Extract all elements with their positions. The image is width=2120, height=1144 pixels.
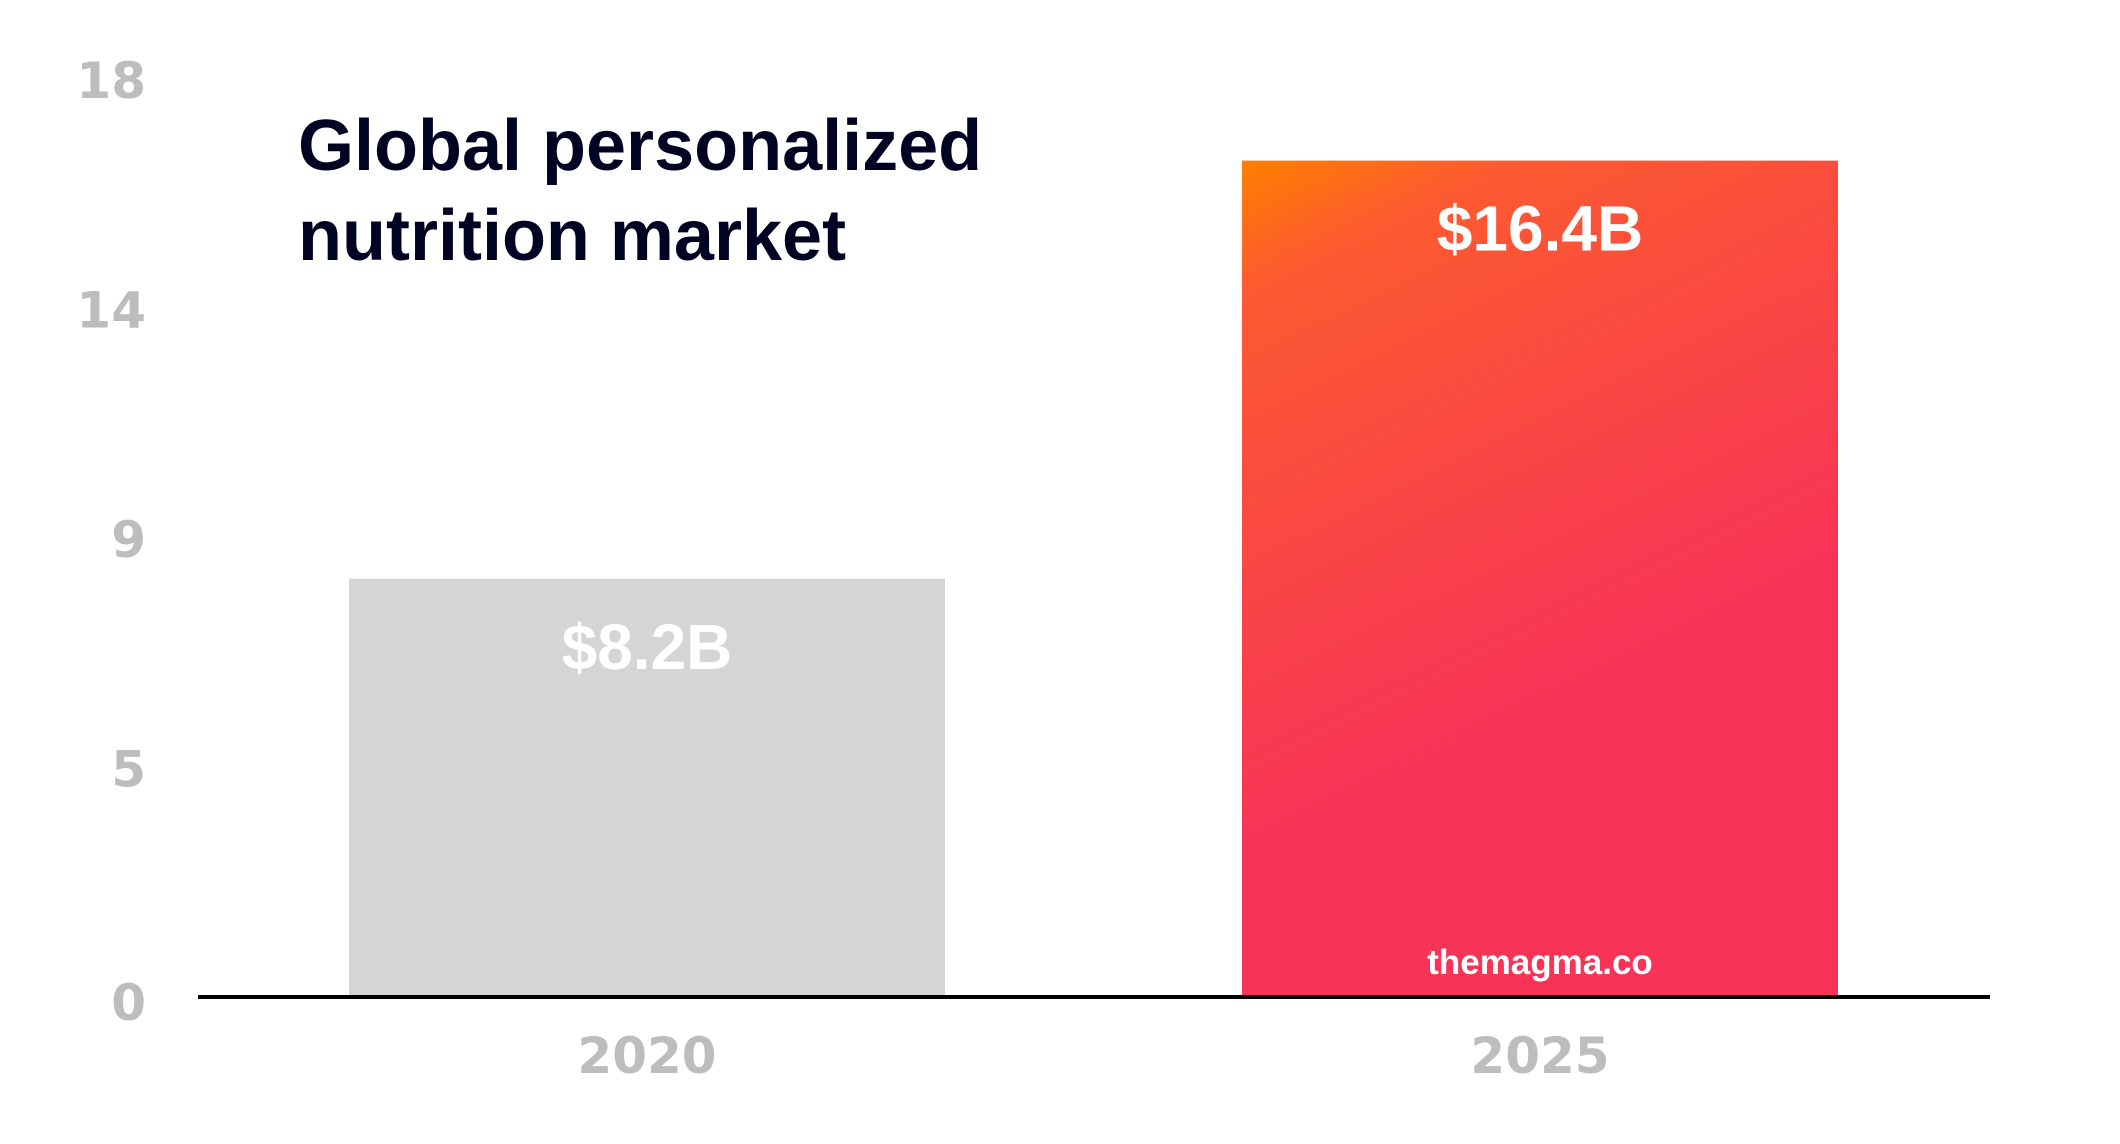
y-tick-label: 18 (76, 52, 146, 110)
x-tick-label: 2020 (577, 1027, 716, 1085)
bars (349, 160, 1838, 998)
value-label-2020: $8.2B (562, 611, 733, 683)
y-axis-ticks: 0 5 9 14 18 (76, 52, 146, 1032)
chart-title-line-2: nutrition market (298, 196, 846, 276)
watermark-text: themagma.co (1427, 943, 1653, 982)
value-label-2025: $16.4B (1437, 193, 1643, 265)
chart-title-line-1: Global personalized (298, 106, 982, 186)
bar-2025 (1242, 160, 1838, 998)
chart-title: Global personalized nutrition market (298, 106, 1002, 276)
bar-2020 (349, 578, 945, 997)
x-tick-label: 2025 (1470, 1027, 1609, 1085)
y-tick-label: 5 (111, 741, 146, 799)
y-tick-label: 0 (111, 974, 146, 1032)
y-tick-label: 9 (111, 511, 146, 569)
value-labels: $8.2B $16.4B (562, 193, 1644, 683)
x-axis-ticks: 2020 2025 (577, 1027, 1609, 1085)
y-tick-label: 14 (76, 282, 146, 340)
